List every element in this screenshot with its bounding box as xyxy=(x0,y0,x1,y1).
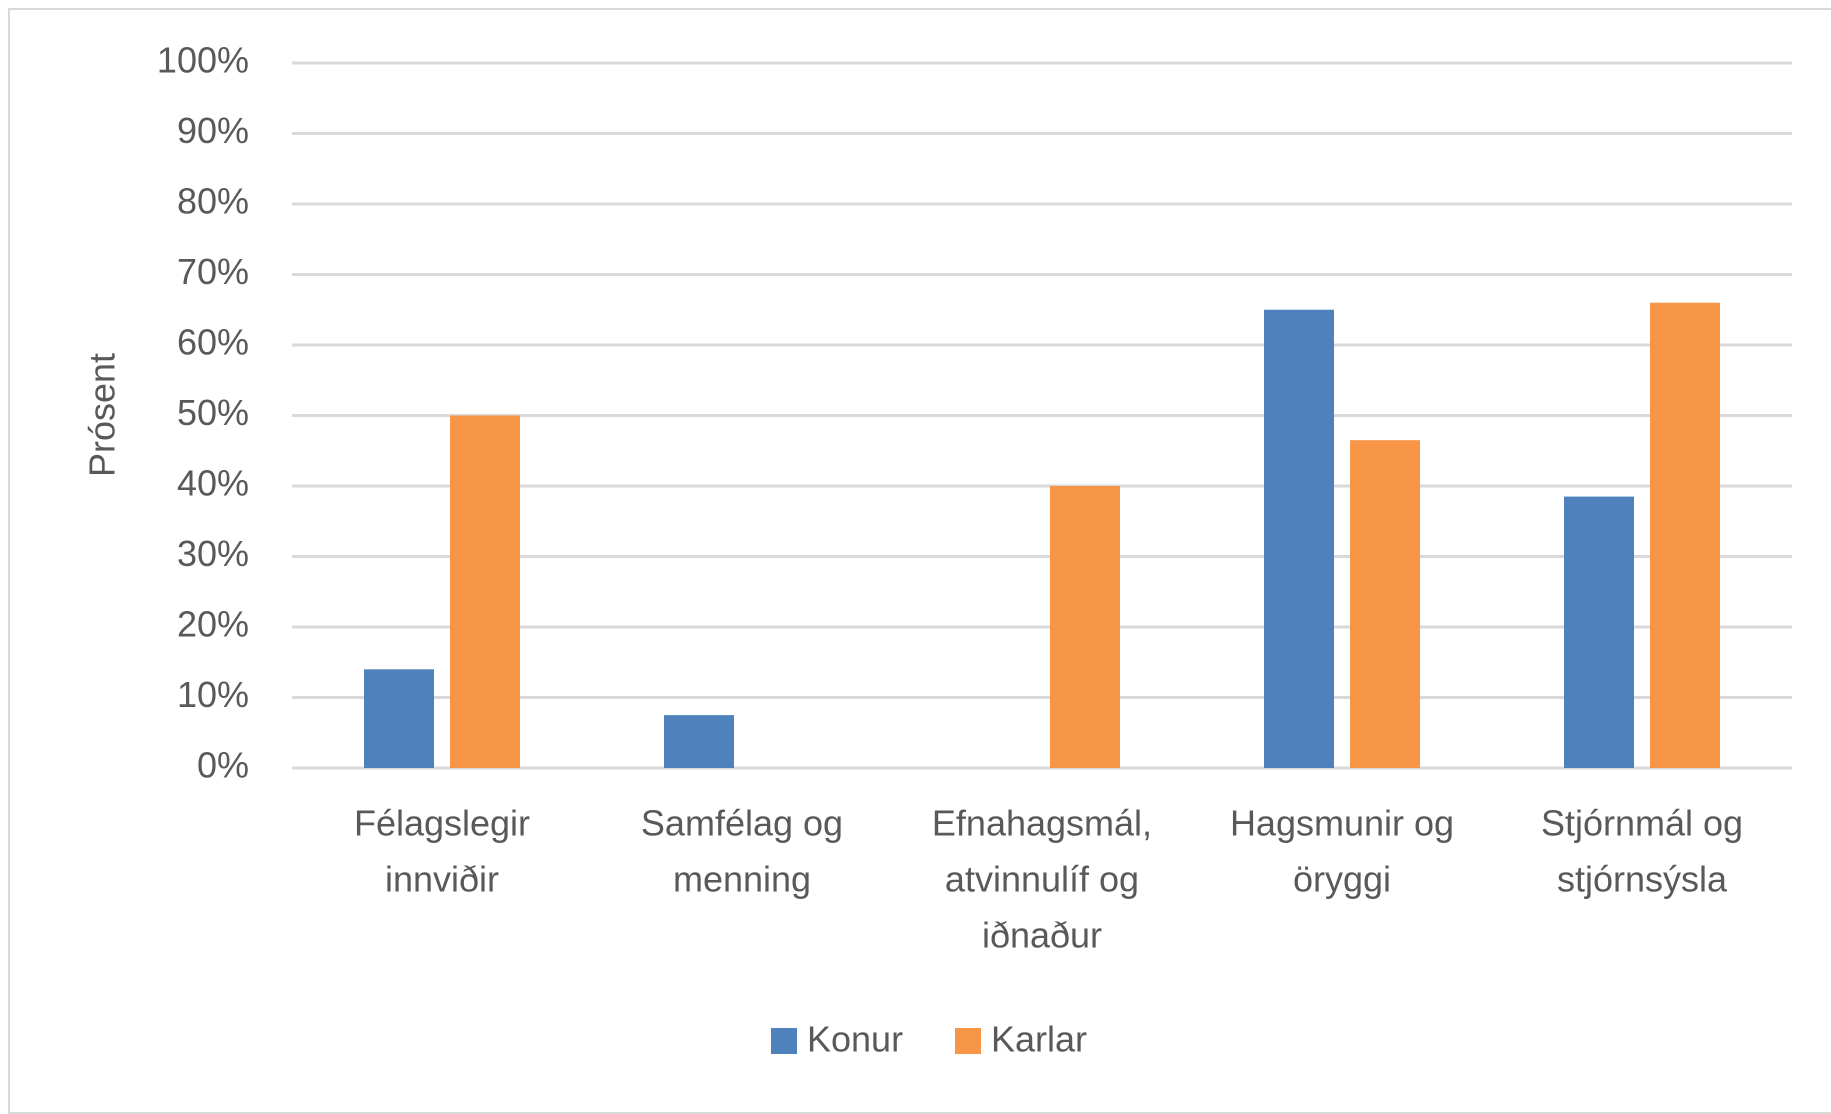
x-tick-label: Samfélag og xyxy=(641,803,843,844)
x-tick-label: stjórnsýsla xyxy=(1557,859,1728,900)
bar xyxy=(1650,302,1720,768)
bar xyxy=(1350,440,1420,768)
y-tick-label: 20% xyxy=(177,604,249,645)
x-tick-label: Hagsmunir og xyxy=(1230,803,1454,844)
x-tick-label: iðnaður xyxy=(982,915,1102,956)
x-tick-label: Efnahagsmál, xyxy=(932,803,1152,844)
y-tick-label: 70% xyxy=(177,251,249,292)
y-tick-label: 10% xyxy=(177,674,249,715)
y-tick-label: 30% xyxy=(177,533,249,574)
x-tick-label: öryggi xyxy=(1293,859,1391,900)
y-tick-label: 0% xyxy=(197,745,249,786)
x-tick-label: Félagslegir xyxy=(354,803,530,844)
bar xyxy=(450,415,520,768)
y-tick-label: 90% xyxy=(177,110,249,151)
y-tick-label: 60% xyxy=(177,322,249,363)
y-tick-label: 50% xyxy=(177,392,249,433)
x-tick-label: atvinnulíf og xyxy=(945,859,1139,900)
y-tick-label: 80% xyxy=(177,181,249,222)
y-tick-label: 100% xyxy=(157,40,249,81)
x-tick-label: Stjórnmál og xyxy=(1541,803,1743,844)
chart-border xyxy=(8,8,1831,1114)
x-tick-label: innviðir xyxy=(385,859,499,900)
y-axis-title: Prósent xyxy=(82,353,123,477)
legend-label: Karlar xyxy=(991,1019,1087,1060)
legend-label: Konur xyxy=(807,1019,903,1060)
legend-swatch xyxy=(955,1028,981,1054)
bar xyxy=(664,715,734,768)
legend-swatch xyxy=(771,1028,797,1054)
y-tick-label: 40% xyxy=(177,463,249,504)
x-tick-label: menning xyxy=(673,859,811,900)
bar xyxy=(1564,496,1634,768)
bar xyxy=(1264,309,1334,768)
bar xyxy=(1050,486,1120,768)
bar xyxy=(364,669,434,768)
